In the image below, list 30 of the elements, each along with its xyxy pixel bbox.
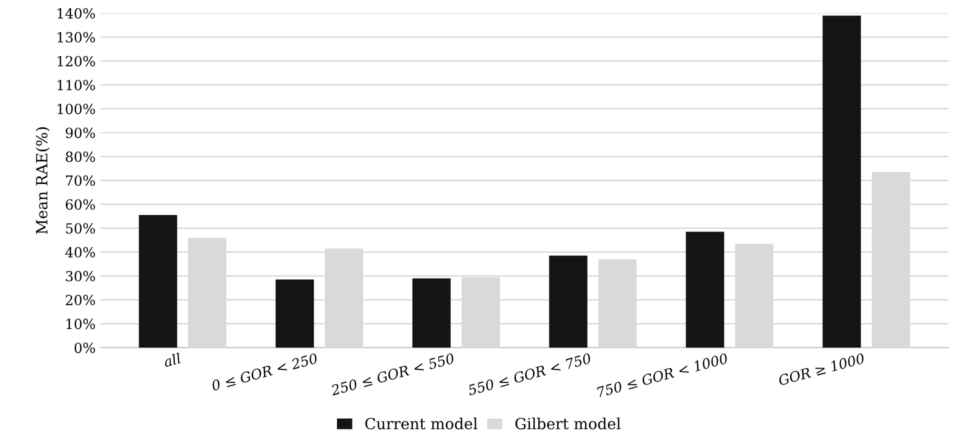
- bar: [822, 16, 861, 348]
- y-axis-title: Mean RAE(%): [36, 127, 50, 234]
- x-tick-label: 750 ≤ GOR < 1000: [596, 352, 728, 398]
- y-tick-label: 120%: [58, 56, 95, 66]
- legend-label: Current model: [365, 418, 478, 430]
- y-tick-label: 20%: [66, 294, 95, 306]
- y-tick-label: 110%: [58, 80, 95, 90]
- y-tick-label: 0%: [74, 342, 95, 354]
- x-tick-label: 550 ≤ GOR < 750: [467, 352, 592, 396]
- bar: [276, 280, 314, 348]
- x-tick-label: 250 ≤ GOR < 550: [330, 352, 455, 396]
- y-tick-label: 100%: [58, 104, 95, 114]
- y-tick-label: 130%: [58, 32, 95, 43]
- bar: [138, 215, 178, 348]
- x-tick-label: GOR ≥ 1000: [778, 352, 865, 386]
- legend-label: Gilbert model: [515, 418, 621, 430]
- y-tick-label: 80%: [66, 151, 95, 162]
- y-tick-label: 70%: [66, 175, 95, 186]
- y-tick-label: 30%: [66, 270, 95, 282]
- y-tick-label: 10%: [66, 318, 95, 330]
- bar: [412, 278, 451, 348]
- y-tick-label: 50%: [66, 223, 95, 234]
- x-tick-label: all: [163, 352, 182, 368]
- bar: [549, 256, 588, 348]
- y-tick-label: 60%: [66, 199, 95, 210]
- x-tick-label: 0 ≤ GOR < 250: [211, 352, 318, 391]
- y-tick-label: 140%: [58, 8, 95, 19]
- bar: [686, 232, 724, 348]
- y-tick-label: 90%: [66, 128, 95, 138]
- y-tick-label: 40%: [65, 247, 95, 258]
